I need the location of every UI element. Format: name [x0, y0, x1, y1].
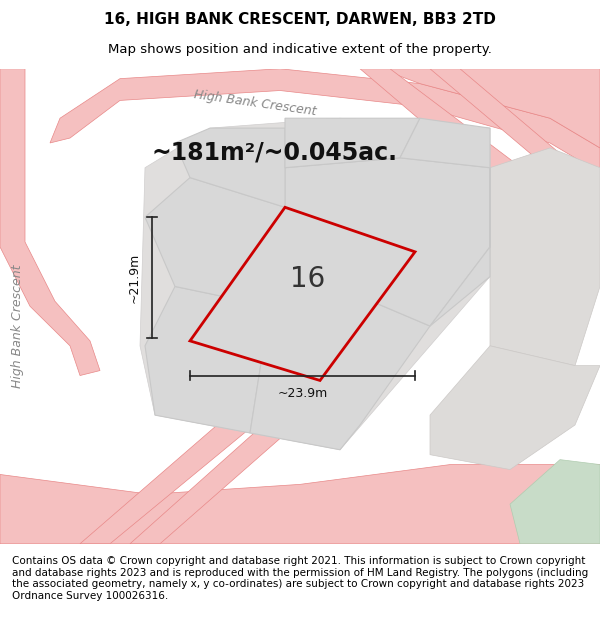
Text: ~21.9m: ~21.9m	[128, 253, 140, 302]
Text: ~181m²/~0.045ac.: ~181m²/~0.045ac.	[152, 141, 398, 165]
Polygon shape	[130, 334, 380, 544]
Polygon shape	[80, 326, 350, 544]
Polygon shape	[145, 286, 270, 433]
Polygon shape	[285, 118, 420, 168]
Text: Contains OS data © Crown copyright and database right 2021. This information is : Contains OS data © Crown copyright and d…	[12, 556, 588, 601]
Polygon shape	[140, 118, 490, 450]
Polygon shape	[400, 118, 490, 326]
Polygon shape	[360, 69, 600, 252]
Polygon shape	[285, 158, 490, 326]
Text: 16, HIGH BANK CRESCENT, DARWEN, BB3 2TD: 16, HIGH BANK CRESCENT, DARWEN, BB3 2TD	[104, 12, 496, 27]
Polygon shape	[380, 69, 600, 148]
Text: High Bank Crescent: High Bank Crescent	[193, 88, 317, 118]
Text: 16: 16	[290, 264, 326, 292]
Text: Map shows position and indicative extent of the property.: Map shows position and indicative extent…	[108, 43, 492, 56]
Text: ~23.9m: ~23.9m	[277, 387, 328, 400]
Polygon shape	[430, 346, 600, 469]
Polygon shape	[0, 464, 600, 544]
Polygon shape	[430, 69, 600, 213]
Polygon shape	[250, 296, 430, 450]
Polygon shape	[50, 69, 600, 173]
Polygon shape	[490, 148, 600, 366]
Polygon shape	[145, 177, 285, 306]
Text: High Bank Crescent: High Bank Crescent	[11, 264, 25, 388]
Polygon shape	[510, 459, 600, 544]
Polygon shape	[175, 128, 285, 208]
Polygon shape	[190, 208, 415, 381]
Polygon shape	[0, 69, 100, 376]
